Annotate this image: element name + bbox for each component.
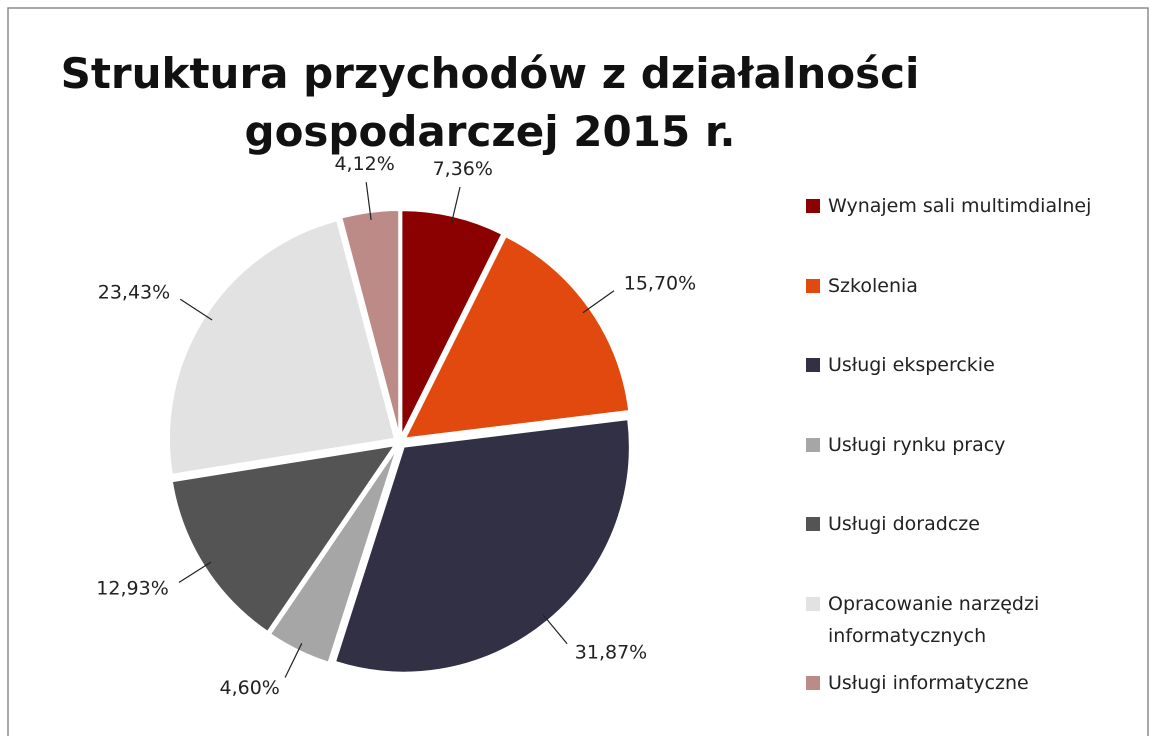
data-label: 4,60% (219, 677, 279, 699)
legend-item: Wynajem sali multimdialnej (806, 190, 1146, 222)
legend-item: Usługi informatyczne (806, 667, 1146, 699)
legend-swatch (806, 437, 820, 452)
data-label: 7,36% (433, 158, 493, 180)
data-label: 23,43% (98, 281, 170, 303)
legend-label: Usługi rynku pracy (828, 433, 1006, 456)
leader-line (284, 643, 303, 678)
leader-line (365, 182, 372, 220)
legend-label: Wynajem sali multimdialnej (828, 195, 1092, 217)
legend-label: Usługi eksperckie (828, 354, 995, 376)
leader-line (178, 561, 212, 584)
chart-frame (7, 7, 1149, 736)
data-label: 31,87% (575, 642, 647, 664)
legend-label: Szkolenia (828, 274, 918, 297)
legend-swatch (806, 278, 820, 293)
leader-line (582, 290, 615, 314)
legend-item: Usługi rynku pracy (806, 429, 1146, 461)
legend-swatch (806, 596, 820, 611)
legend-item: Usługi eksperckie (806, 349, 1146, 381)
legend-label: Opracowanie narzędzi informatycznych (828, 592, 1040, 647)
legend-swatch (806, 199, 820, 213)
data-label: 4,12% (334, 153, 394, 175)
legend-item: Szkolenia (806, 270, 1146, 302)
legend-label: Usługi doradcze (828, 513, 980, 535)
legend-label: Usługi informatyczne (828, 672, 1029, 694)
chart-title: Struktura przychodów z działalności gospo… (61, 49, 920, 156)
legend-item: Opracowanie narzędzi informatycznych (806, 588, 1146, 652)
leader-line (542, 614, 568, 645)
legend-item: Usługi doradcze (806, 508, 1146, 540)
legend-swatch (806, 676, 820, 690)
leader-line (179, 298, 213, 321)
data-label: 15,70% (624, 272, 696, 294)
leader-line (450, 186, 461, 225)
legend-swatch (806, 517, 820, 531)
legend-swatch (806, 358, 820, 372)
data-label: 12,93% (96, 577, 168, 599)
